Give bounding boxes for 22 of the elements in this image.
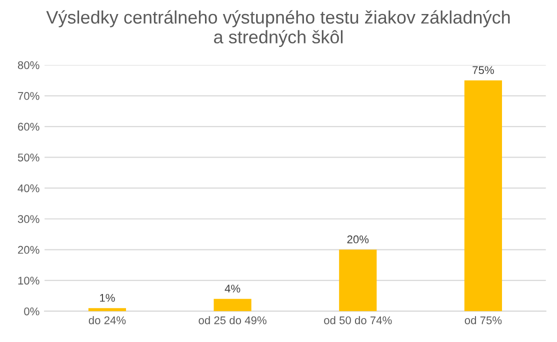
x-tick-label: od 50 do 74% [324,316,392,324]
y-tick-label: 60% [18,122,40,131]
y-tick-label: 80% [18,61,40,70]
x-tick-label: od 25 do 49% [198,316,266,324]
y-tick-label: 50% [18,154,40,162]
bar [214,298,252,312]
data-label: 1% [100,294,115,302]
data-label: 20% [347,235,369,244]
bar [339,250,377,312]
y-tick-label: 30% [18,215,40,224]
y-tick-label: 10% [18,276,40,285]
y-tick-label: 0% [24,307,40,316]
y-tick-label: 20% [18,246,40,254]
y-tick-label: 40% [18,184,40,192]
bar [464,80,502,312]
data-label: 75% [472,66,494,74]
x-tick-label: do 24% [88,316,126,324]
bar [88,308,126,312]
y-tick-label: 70% [18,92,40,100]
x-tick-label: od 75% [464,316,502,324]
chart-title: Výsledky centrálneho výstupného testu žiakov základných a stredných škôl [46,10,510,48]
data-label: 4% [224,284,240,292]
